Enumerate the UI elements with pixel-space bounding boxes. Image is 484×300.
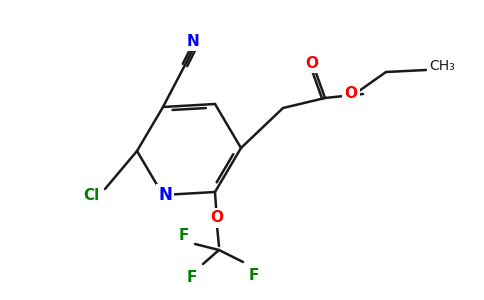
Text: CH₃: CH₃: [429, 59, 455, 73]
Text: F: F: [179, 229, 189, 244]
Text: N: N: [187, 34, 199, 49]
Text: N: N: [158, 186, 172, 204]
Text: F: F: [187, 269, 197, 284]
Text: Cl: Cl: [83, 188, 99, 203]
Text: O: O: [211, 211, 224, 226]
Text: O: O: [305, 56, 318, 70]
Text: O: O: [345, 86, 358, 101]
Text: F: F: [249, 268, 259, 283]
